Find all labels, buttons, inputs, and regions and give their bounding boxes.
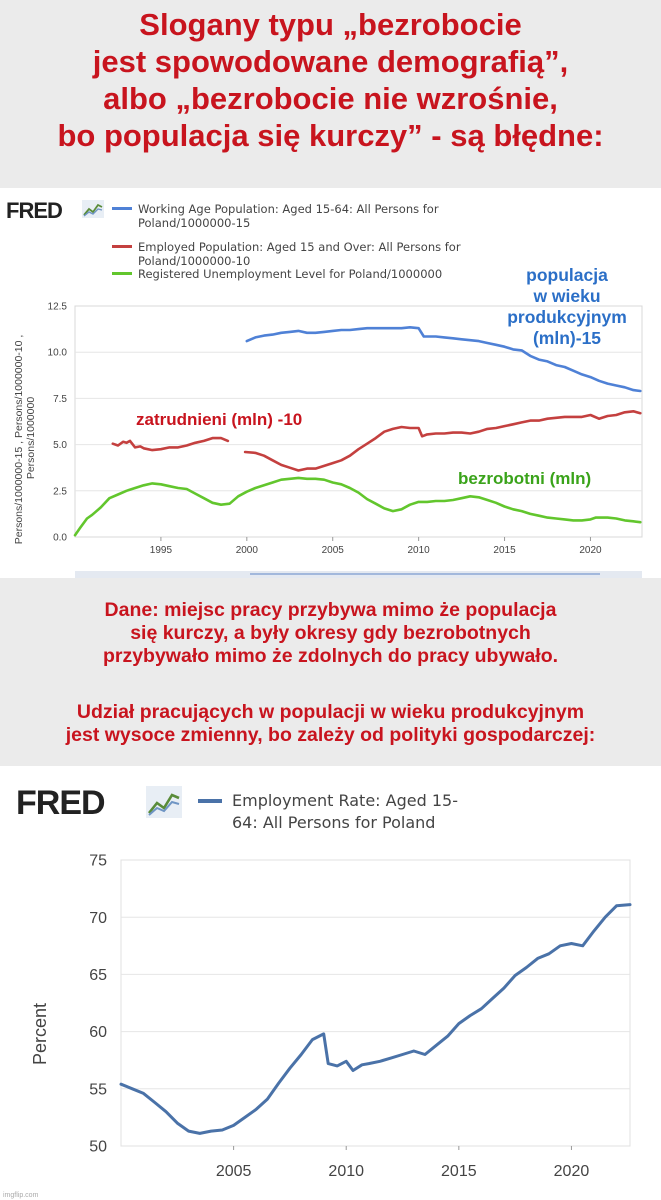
series-line-0-segment-0 bbox=[245, 326, 642, 393]
headline: Slogany typu „bezrobocie jest spowodowan… bbox=[0, 6, 661, 154]
middle-text-line: jest wysoce zmienny, bo zależy od polity… bbox=[65, 724, 596, 746]
legend-text-line: Employed Population: Aged 15 and Over: A… bbox=[138, 240, 461, 254]
fred-graph-icon bbox=[146, 786, 182, 818]
y-tick-label: 75 bbox=[89, 853, 107, 870]
legend-text-line: Working Age Population: Aged 15-64: All … bbox=[138, 202, 439, 216]
legend-text-line: Poland/1000000-10 bbox=[138, 254, 251, 268]
legend-swatch-unemployed bbox=[112, 272, 132, 275]
y-tick-label: 55 bbox=[89, 1081, 107, 1098]
middle-text-line: Udział pracujących w populacji w wieku p… bbox=[76, 701, 585, 723]
middle-text-para2: Udział pracujących w populacji w wieku p… bbox=[0, 701, 661, 747]
y-tick-label: 70 bbox=[89, 910, 107, 927]
legend-swatch-population bbox=[112, 207, 132, 210]
legend-employment-rate: Employment Rate: Aged 15- 64: All Person… bbox=[232, 790, 458, 834]
chart1-ylabel-line: Persons/1000000 bbox=[25, 397, 37, 479]
plot-frame bbox=[74, 305, 643, 538]
annotation-employed: zatrudnieni (mln) -10 bbox=[136, 410, 302, 429]
fred-logo: FRED bbox=[6, 198, 63, 223]
y-tick-label: 0.0 bbox=[53, 533, 67, 544]
legend-swatch-employed bbox=[112, 245, 132, 248]
legend-text-line: Registered Unemployment Level for Poland… bbox=[138, 267, 443, 281]
middle-text-line: się kurczy, a były okresy gdy bezrobotny… bbox=[130, 622, 531, 644]
x-tick-label: 2015 bbox=[441, 1163, 477, 1180]
series-line-2-segment-0 bbox=[73, 476, 642, 537]
y-tick-label: 12.5 bbox=[48, 302, 68, 313]
y-tick-label: 65 bbox=[89, 967, 107, 984]
middle-text-para1: Dane: miejsc pracy przybywa mimo że popu… bbox=[0, 599, 661, 668]
middle-text-line: przybywało mimo że zdolnych do pracy uby… bbox=[102, 645, 559, 667]
fred-logo: FRED bbox=[16, 784, 106, 822]
annotation-population: w wieku bbox=[532, 286, 600, 306]
y-tick-label: 5.0 bbox=[53, 440, 67, 451]
legend-swatch-employment-rate bbox=[198, 799, 222, 803]
fred-graph-icon bbox=[82, 200, 104, 218]
headline-line: bo populacja się kurczy” - są błędne: bbox=[57, 118, 604, 153]
y-tick-label: 10.0 bbox=[48, 348, 68, 359]
legend-text-line: 64: All Persons for Poland bbox=[232, 813, 436, 832]
annotation-population: populacja bbox=[526, 265, 608, 285]
y-tick-label: 7.5 bbox=[53, 394, 67, 405]
legend-text-line: Poland/1000000-15 bbox=[138, 216, 251, 230]
legend-unemployed: Registered Unemployment Level for Poland… bbox=[138, 267, 442, 281]
x-tick-label: 2010 bbox=[328, 1163, 364, 1180]
x-tick-label: 2010 bbox=[408, 545, 431, 556]
headline-line: Slogany typu „bezrobocie bbox=[139, 7, 522, 42]
x-tick-label: 2015 bbox=[493, 545, 516, 556]
legend-population: Working Age Population: Aged 15-64: All … bbox=[138, 202, 439, 230]
annotation-population: (mln)-15 bbox=[533, 328, 601, 348]
annotation-unemployed: bezrobotni (mln) bbox=[458, 469, 591, 488]
series-line-1-segment-0 bbox=[111, 436, 230, 452]
y-tick-label: 60 bbox=[89, 1024, 107, 1041]
x-tick-label: 2020 bbox=[579, 545, 602, 556]
series-line-0-segment-0 bbox=[119, 903, 632, 1135]
plot-frame bbox=[120, 859, 631, 1147]
x-tick-label: 1995 bbox=[150, 545, 173, 556]
watermark: imgflip.com bbox=[3, 1192, 39, 1199]
series-line-1-segment-1 bbox=[243, 410, 642, 472]
y-tick-label: 50 bbox=[89, 1139, 107, 1156]
chart2-plot: 50 55 60 65 70 75 2005 2010 2015 2020 Percent bbox=[30, 853, 632, 1180]
chart1-ylabel: Persons/1000000-15 , Persons/1000000-10 … bbox=[13, 332, 37, 545]
x-tick-label: 2020 bbox=[554, 1163, 590, 1180]
legend-employed: Employed Population: Aged 15 and Over: A… bbox=[138, 240, 461, 268]
y-tick-label: 2.5 bbox=[53, 486, 67, 497]
headline-line: jest spowodowane demografią”, bbox=[92, 44, 569, 79]
chart1-ylabel-line: Persons/1000000-15 , Persons/1000000-10 … bbox=[13, 335, 25, 545]
x-tick-label: 2005 bbox=[322, 545, 345, 556]
chart1-plot: 0.0 2.5 5.0 7.5 10.0 12.5 1995 2000 2005 2010 201… bbox=[13, 265, 643, 578]
chart2-ylabel: Percent bbox=[30, 1003, 50, 1065]
headline-line: albo „bezrobocie nie wzrośnie, bbox=[103, 81, 558, 116]
chart1-panel: FRED Working Age Population: Aged 15-64:… bbox=[0, 188, 661, 578]
x-tick-label: 2000 bbox=[236, 545, 259, 556]
chart2-panel: FRED Employment Rate: Aged 15- 64: All P… bbox=[0, 766, 661, 1200]
x-tick-label: 2005 bbox=[216, 1163, 252, 1180]
annotation-population: produkcyjnym bbox=[507, 307, 627, 327]
middle-text-line: Dane: miejsc pracy przybywa mimo że popu… bbox=[104, 599, 557, 621]
legend-text-line: Employment Rate: Aged 15- bbox=[232, 791, 458, 810]
